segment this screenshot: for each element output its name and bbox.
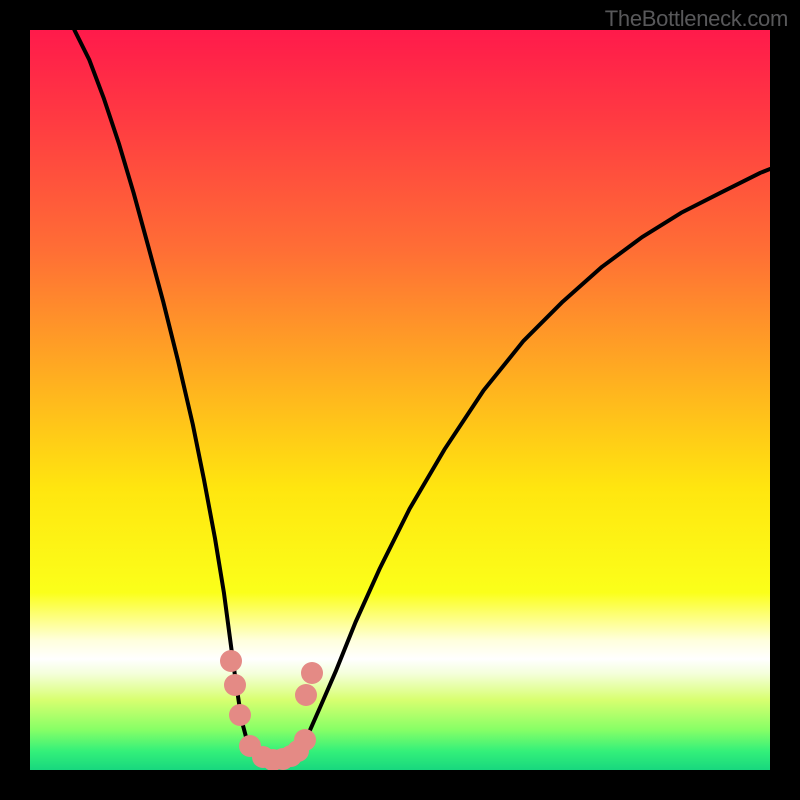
data-marker (220, 650, 242, 672)
data-marker (224, 674, 246, 696)
data-marker (301, 662, 323, 684)
curve-svg (30, 30, 770, 770)
data-marker (294, 729, 316, 751)
data-marker (229, 704, 251, 726)
data-marker (295, 684, 317, 706)
watermark-text: TheBottleneck.com (605, 6, 788, 32)
plot-frame (30, 30, 770, 770)
bottleneck-curve (74, 30, 770, 761)
